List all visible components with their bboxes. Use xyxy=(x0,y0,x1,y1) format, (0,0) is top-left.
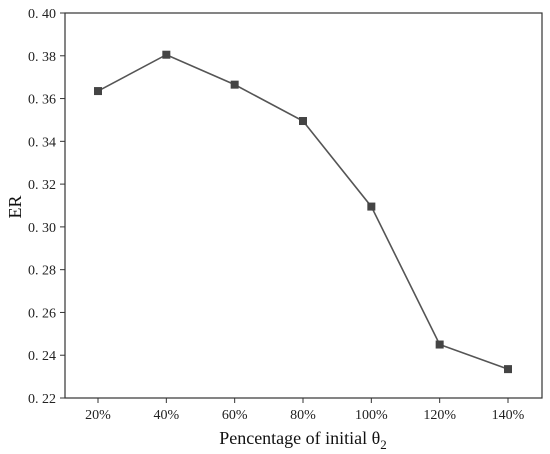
x-tick-label: 40% xyxy=(153,408,179,423)
y-tick-label: 0. 26 xyxy=(28,306,56,321)
x-axis-label-main: Pencentage of initial θ xyxy=(219,428,380,448)
y-tick-label: 0. 40 xyxy=(28,7,56,22)
x-tick-label: 60% xyxy=(222,408,248,423)
data-point-marker xyxy=(435,340,444,349)
y-tick-label: 0. 30 xyxy=(28,221,56,236)
x-axis-ticks: 20% 40% 60% 80% 100% 120% 140% xyxy=(85,398,525,423)
y-axis-label: ER xyxy=(5,195,25,218)
y-tick-label: 0. 36 xyxy=(28,93,56,108)
y-tick-label: 0. 28 xyxy=(28,264,56,279)
data-point-marker xyxy=(162,50,171,59)
x-axis-label-subscript: 2 xyxy=(380,437,387,452)
series-markers xyxy=(94,50,512,374)
x-tick-label: 120% xyxy=(423,408,456,423)
x-tick-label: 140% xyxy=(492,408,525,423)
data-point-marker xyxy=(367,202,376,211)
y-axis-ticks: 0. 22 0. 24 0. 26 0. 28 0. 30 0. 32 0. 34 0. 36… xyxy=(28,7,65,407)
x-axis-label: Pencentage of initial θ2 xyxy=(219,428,387,452)
y-tick-label: 0. 32 xyxy=(28,178,56,193)
data-point-marker xyxy=(299,117,307,126)
y-tick-label: 0. 22 xyxy=(28,392,56,407)
y-tick-label: 0. 38 xyxy=(28,50,56,65)
y-tick-label: 0. 24 xyxy=(28,349,56,364)
x-tick-label: 20% xyxy=(85,408,111,423)
x-tick-label: 100% xyxy=(355,408,388,423)
series-line xyxy=(97,53,509,370)
data-point-marker xyxy=(504,365,512,374)
y-tick-label: 0. 34 xyxy=(28,135,56,150)
data-point-marker xyxy=(94,87,102,96)
x-tick-label: 80% xyxy=(290,408,316,423)
data-point-marker xyxy=(230,80,239,89)
